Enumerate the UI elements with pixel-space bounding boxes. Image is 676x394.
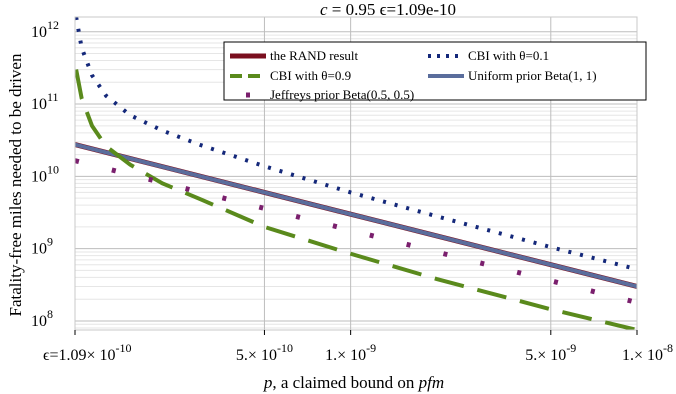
- legend-label-1: Uniform prior Beta(1, 1): [468, 68, 597, 83]
- y-tick-label: 1010: [31, 162, 59, 185]
- legend-label-0: the RAND result: [270, 48, 358, 63]
- legend-label-4: Jeffreys prior Beta(0.5, 0.5): [270, 87, 414, 102]
- x-tick-label: 1.× 10-9: [325, 341, 376, 364]
- x-tick-label: ϵ=1.09× 10-10: [43, 341, 132, 364]
- series-line-4: [75, 158, 637, 305]
- x-tick-label: 1.× 10-8: [622, 341, 673, 364]
- series-line-1: [75, 142, 637, 289]
- x-axis-title-middle: , a claimed bound on: [272, 373, 418, 392]
- x-tick-label: 5.× 10-10: [236, 341, 293, 364]
- ticks: 108 109 1010 1011 1012 ϵ=1.09× 10-10 5.× 10-10…: [31, 18, 673, 364]
- legend-label-3: CBI with θ=0.9: [270, 68, 351, 83]
- y-tick-label: 109: [31, 235, 53, 258]
- x-axis-title-p: p: [263, 373, 273, 392]
- series-line-3: [75, 69, 637, 330]
- legend-box: [223, 41, 647, 101]
- series-layer: [75, 17, 637, 330]
- x-axis-title: p, a claimed bound on pfm: [263, 373, 444, 392]
- y-tick-label: 1012: [31, 18, 59, 41]
- legend: the RAND result CBI with θ=0.1 CBI with θ=…: [223, 41, 647, 102]
- legend-label-2: CBI with θ=0.1: [468, 48, 549, 63]
- x-tick-label: 5.× 10-9: [525, 341, 576, 364]
- y-tick-label: 1011: [31, 90, 59, 113]
- y-axis-title: Fatality-free miles needed to be driven: [6, 53, 25, 316]
- x-axis-title-pfm: pfm: [418, 373, 445, 392]
- y-tick-label: 108: [31, 307, 53, 330]
- chart-title: c = 0.95 ϵ=1.09e-10: [320, 0, 456, 19]
- plot-frame: [74, 16, 638, 331]
